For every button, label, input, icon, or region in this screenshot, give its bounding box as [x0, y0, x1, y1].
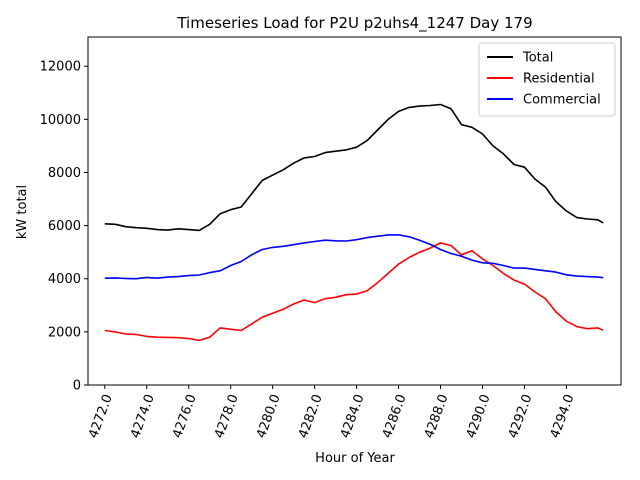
- x-tick-label: 4294.0: [548, 392, 578, 440]
- x-tick-label: 4276.0: [170, 392, 200, 440]
- x-tick-label: 4290.0: [464, 392, 494, 440]
- legend: Total Residential Commercial: [478, 42, 616, 117]
- y-tick-label: 0: [73, 379, 81, 394]
- x-tick-label: 4292.0: [506, 392, 536, 440]
- legend-label-residential: Residential: [523, 72, 595, 87]
- y-tick-label: 12000: [40, 60, 81, 75]
- series-line-commercial: [104, 234, 604, 280]
- legend-label-total: Total: [522, 51, 553, 66]
- legend-box: [478, 42, 616, 117]
- x-axis-label: Hour of Year: [315, 451, 395, 466]
- x-tick-label: 4280.0: [254, 392, 284, 440]
- x-tick-label: 4278.0: [212, 392, 242, 440]
- x-axis-ticks: 4272.0 4274.0 4276.0 4278.0 4280.0 4282.0 4284…: [86, 385, 577, 440]
- x-tick-label: 4272.0: [86, 392, 116, 440]
- series-lines: [104, 103, 604, 342]
- series-line-total: [104, 103, 604, 232]
- legend-label-commercial: Commercial: [523, 93, 601, 108]
- y-tick-label: 4000: [48, 272, 81, 287]
- series-line-residential: [104, 242, 604, 342]
- x-tick-label: 4282.0: [296, 392, 326, 440]
- y-axis-label: kW total: [15, 185, 30, 239]
- y-tick-label: 6000: [48, 219, 81, 234]
- x-tick-label: 4288.0: [422, 392, 452, 440]
- chart-title: Timeseries Load for P2U p2uhs4_1247 Day …: [176, 14, 532, 33]
- x-tick-label: 4274.0: [128, 392, 158, 440]
- y-axis-ticks: 0 2000 4000 6000 8000 10000 12000: [40, 60, 88, 394]
- x-tick-label: 4284.0: [338, 392, 368, 440]
- y-tick-label: 10000: [40, 113, 81, 128]
- x-tick-label: 4286.0: [380, 392, 410, 440]
- y-tick-label: 2000: [48, 325, 81, 340]
- y-tick-label: 8000: [48, 166, 81, 181]
